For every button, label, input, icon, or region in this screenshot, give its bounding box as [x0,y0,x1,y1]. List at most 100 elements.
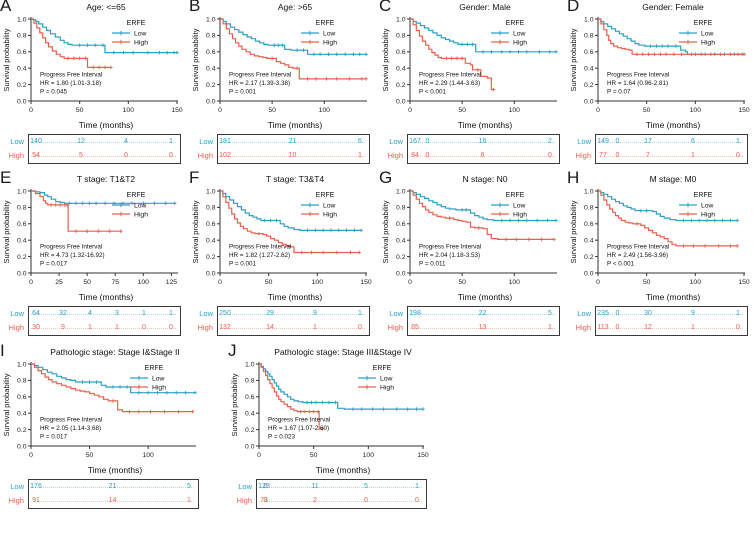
risk-count: 1 [691,324,695,331]
stats-line: P = 0.045 [40,89,68,96]
y-tick-label: 0.8 [206,205,216,212]
risk-count: 12 [77,138,85,145]
km-curve-high [598,18,744,55]
y-tick-label: 0.6 [584,49,594,56]
risk-table-box [256,479,427,509]
y-tick-label: 0.6 [17,49,27,56]
risk-row-gridline [220,314,365,315]
stats-line: P = 0.017 [40,261,68,268]
y-tick-label: 0.4 [584,238,594,245]
x-tick-label: 0 [29,452,33,459]
panel-J: J Pathologic stage: Stage III&Stage IV 1.0… [228,341,432,537]
risk-count: 5 [548,310,552,317]
risk-count: 21 [108,483,117,490]
risk-table-box [28,134,181,164]
stats-line: Progress Free Interval [229,72,291,79]
risk-count: 91 [32,497,40,504]
y-tick-label: 0.0 [396,98,406,105]
y-tick-label: 1.0 [396,188,406,195]
panel-title: M stage: M0 [649,174,697,184]
risk-row-label: Low [389,309,403,318]
risk-row-label: Low [10,137,24,146]
km-curve-low [410,190,556,222]
y-tick-label: 0.4 [584,66,594,73]
km-plot: 1.0 0.8 0.6 0.4 0.2 0.00 50 100 150 Survival prob… [569,16,750,114]
y-tick-label: 0.6 [17,221,27,228]
risk-row-gridline [31,142,176,143]
km-plot: 1.0 0.8 0.6 0.4 0.2 0.00 50 100 150 Survival prob… [2,16,183,114]
stats-line: HR = 1.80 (1.01-3.18) [40,80,101,87]
panel-letter: H [567,168,580,187]
x-tick-label: 100 [142,452,154,459]
stats-line: P < 0.001 [419,89,447,96]
stats-line: P = 0.011 [419,261,446,268]
y-tick-label: 1.0 [584,16,594,23]
risk-count: 30 [32,324,40,331]
km-plot: 1.0 0.8 0.6 0.4 0.2 0.00 50 100 Survival probabi… [2,361,197,459]
panel-D: D Gender: Female 1.0 0.8 0.6 0.4 0.2 0.0 0 50 100 1… [567,0,753,172]
y-axis-label: Survival probability [230,373,239,436]
stats-line: Progress Free Interval [419,72,481,79]
risk-row-gridline [598,142,743,143]
risk-count: 29 [266,310,274,317]
risk-row-gridline [410,314,555,315]
risk-count: 77 [599,152,607,159]
risk-count: 10 [288,152,297,159]
risk-count: 11 [311,483,319,490]
y-tick-label: 1.0 [206,188,216,195]
risk-table-box [595,134,748,164]
y-tick-label: 0.2 [584,254,594,261]
risk-count: 0 [615,310,620,317]
x-tick-label: 100 [509,107,521,114]
risk-count: 0 [736,324,740,331]
risk-row-gridline [220,328,365,329]
x-tick-label: 50 [268,107,276,114]
panel-letter: A [0,0,12,15]
risk-row-gridline [410,156,555,157]
panel-I: I Pathologic stage: Stage I&Stage II 1.0 0.… [0,342,267,537]
x-tick-label: 50 [643,107,651,114]
panel-letter: C [379,0,392,15]
risk-count: 1 [187,497,191,504]
stats-line: Progress Free Interval [607,72,669,79]
risk-count: 0 [364,497,368,504]
x-tick-label: 0 [408,107,412,114]
y-tick-label: 0.0 [206,98,216,105]
legend-label: Low [513,30,526,37]
panel-B: B Age: >65 1.0 0.8 0.6 0.4 0.2 0.0 0 50 100 Surviva… [189,0,429,172]
risk-table: Low 167 16 2 0 High 84 6 0 0 [379,134,619,164]
y-tick-label: 0.0 [206,270,216,277]
risk-row-label: Low [577,309,591,318]
panel-letter: J [228,341,237,360]
risk-row-label: High [197,323,213,332]
risk-count: 30 [644,310,652,317]
legend-label: High [323,211,337,218]
risk-count: 6 [358,138,362,145]
km-curve-low [31,363,195,394]
x-tick-label: 50 [310,452,318,459]
km-curve-low [259,363,423,410]
panel-letter: B [189,0,201,15]
panel-title: N stage: N0 [462,174,508,184]
stats-line: Progress Free Interval [607,244,669,251]
km-curve-high [31,363,193,413]
risk-count: 0 [615,138,620,145]
y-tick-label: 0.6 [584,221,594,228]
x-tick-label: 50 [76,107,84,114]
risk-count: 132 [219,324,231,331]
x-axis-label: Time (months) [267,120,323,130]
legend-label: Low [701,30,714,37]
panel-title: Pathologic stage: Stage III&Stage IV [274,347,412,357]
risk-count: 85 [411,324,419,331]
risk-row-label: High [236,496,252,505]
km-curve-high [410,18,494,91]
risk-count: 9 [691,310,695,317]
y-tick-label: 0.8 [206,33,216,40]
risk-count: 1 [691,152,695,159]
km-plot: 1.0 0.8 0.6 0.4 0.2 0.00 50 100 150 Survival prob… [191,188,372,286]
risk-table: Low 176 21 5 0 High 91 14 1 0 [0,479,267,509]
y-tick-label: 0.0 [17,443,27,450]
risk-row-gridline [31,314,176,315]
panel-title: Age: >65 [277,2,313,12]
legend-label: High [380,384,394,391]
